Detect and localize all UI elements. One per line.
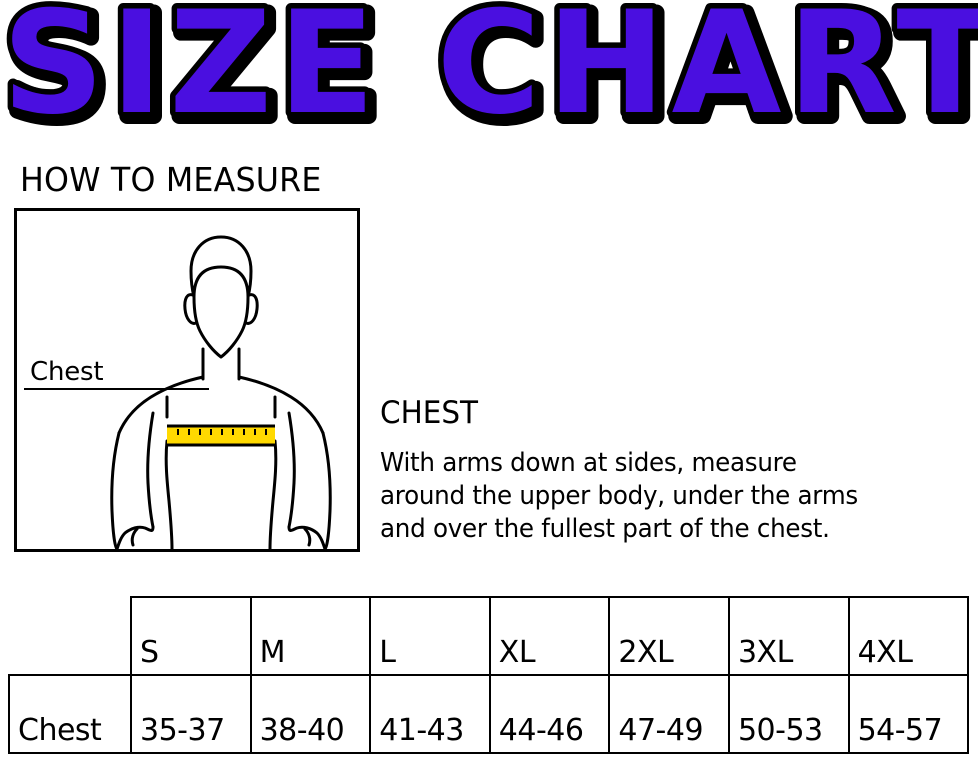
chest-description-block: CHEST With arms down at sides, measure a… — [380, 395, 972, 546]
left-hand — [115, 525, 155, 549]
right-arm-outer — [321, 431, 332, 549]
wordmark-shadow: SIZE CHART — [6, 0, 978, 150]
table-header-cell-s: S — [130, 596, 252, 676]
how-to-measure-heading: HOW TO MEASURE — [20, 160, 322, 199]
left-arm-outer — [110, 431, 121, 549]
chest-description-heading: CHEST — [380, 395, 479, 431]
table-header-cell-l: L — [369, 596, 491, 676]
table-header-cell-xl: XL — [488, 596, 611, 676]
left-thumb — [130, 527, 139, 547]
chest-description-text: With arms down at sides, measure around … — [380, 448, 858, 544]
table-corner-blank — [9, 597, 131, 675]
measuring-tape-band — [167, 426, 275, 445]
table-header-cell-2xl: 2XL — [608, 596, 730, 676]
chest-callout-leader-line — [24, 388, 209, 390]
measuring-tape-group — [167, 424, 275, 447]
table-cell-chest-s: 35-37 — [130, 674, 252, 754]
left-shoulder — [117, 375, 205, 435]
hairline — [192, 265, 250, 299]
table-cell-chest-2xl: 47-49 — [608, 674, 730, 754]
tape-ticks — [177, 429, 267, 435]
right-thumb — [303, 527, 312, 547]
table-cell-chest-m: 38-40 — [249, 674, 372, 754]
page-title-banner: SIZE CHART SIZE CHART — [0, 0, 978, 150]
table-cell-chest-xl: 44-46 — [488, 674, 611, 754]
torso-left-lower — [164, 439, 174, 549]
left-ear — [183, 293, 198, 325]
table-cell-chest-3xl: 50-53 — [727, 674, 850, 754]
size-chart-wordmark: SIZE CHART SIZE CHART — [0, 0, 978, 150]
right-shoulder — [237, 375, 325, 435]
size-table: S M L XL 2XL 3XL 4XL Chest 35-37 38-40 4… — [8, 596, 970, 754]
right-arm-inner — [287, 411, 296, 529]
table-header-cell-3xl: 3XL — [727, 596, 850, 676]
male-torso-figure — [110, 235, 332, 549]
table-row: Chest 35-37 38-40 41-43 44-46 47-49 50-5… — [8, 674, 970, 754]
wordmark-fill: SIZE CHART — [2, 0, 978, 146]
table-cell-chest-4xl: 54-57 — [847, 674, 970, 754]
right-ear — [244, 293, 259, 325]
size-table-container: S M L XL 2XL 3XL 4XL Chest 35-37 38-40 4… — [8, 596, 970, 754]
how-to-measure-illustration-box — [14, 208, 360, 552]
table-cell-chest-l: 41-43 — [369, 674, 491, 754]
torso-right-lower — [268, 439, 278, 549]
table-header-cell-4xl: 4XL — [847, 596, 970, 676]
table-header-row: S M L XL 2XL 3XL 4XL — [9, 596, 970, 676]
table-header-cell-m: M — [249, 596, 372, 676]
table-row-label-chest: Chest — [8, 674, 132, 754]
right-hand — [287, 525, 327, 549]
chest-callout-label: Chest — [30, 357, 104, 387]
left-arm-inner — [146, 411, 155, 529]
head-outline — [189, 235, 253, 359]
